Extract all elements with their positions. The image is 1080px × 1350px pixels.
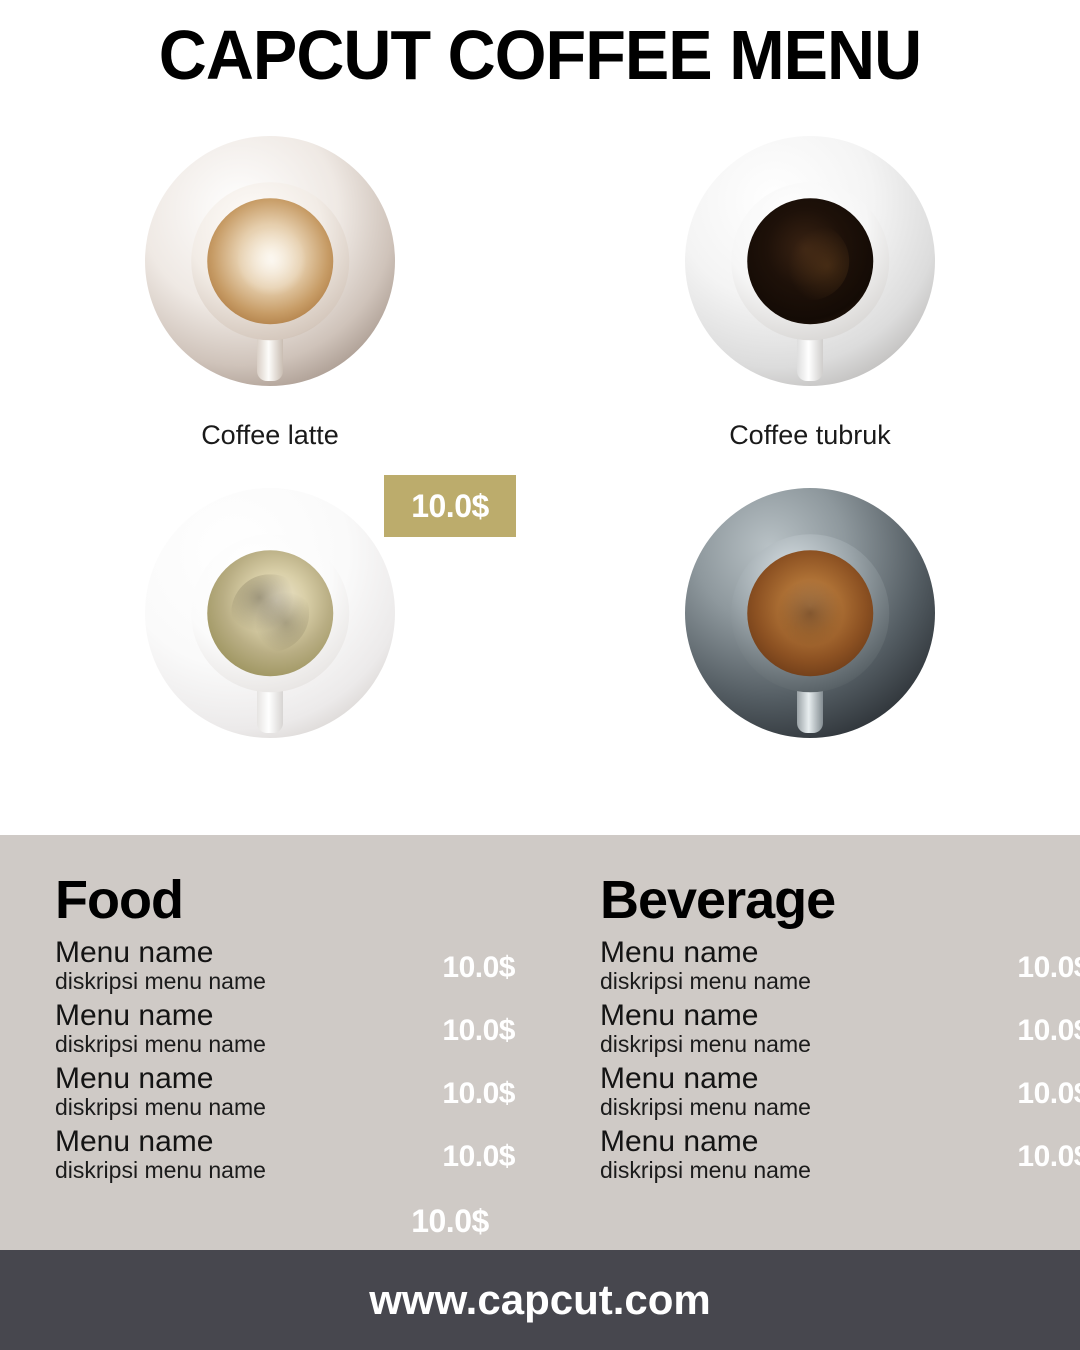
menu-item-description: diskripsi menu name	[600, 1157, 811, 1184]
coffee-cup-black-icon	[685, 136, 935, 386]
coffee-card-machiato[interactable]: Coffee machiato 10.0$	[0, 482, 540, 1252]
menu-item-name: Menu name	[55, 1062, 214, 1095]
menu-item-name: Menu name	[55, 936, 214, 969]
menu-row[interactable]: Menu name diskripsi menu name 10.0$	[55, 999, 555, 1063]
coffee-grid: Coffee latte 10.0$ Coffee tubruk 10.0$	[0, 130, 1080, 1252]
menu-item-description: diskripsi menu name	[55, 1157, 266, 1184]
price-badge: 10.0$	[384, 475, 516, 537]
cup-handle-shape	[257, 337, 283, 381]
coffee-name-label: Coffee latte	[201, 420, 339, 450]
coffee-liquid-shape	[747, 198, 873, 324]
menu-text: Menu name diskripsi menu name	[55, 1062, 266, 1121]
footer-bar: www.capcut.com	[0, 1250, 1080, 1350]
coffee-cup-latte-icon	[145, 136, 395, 386]
crema-highlight-shape	[770, 221, 850, 301]
menu-item-description: diskripsi menu name	[600, 968, 811, 995]
menu-item-price: 10.0$	[442, 1077, 515, 1110]
menu-text: Menu name diskripsi menu name	[600, 1125, 811, 1184]
menu-row[interactable]: Menu name diskripsi menu name 10.0$	[600, 936, 1080, 1000]
menu-item-price: 10.0$	[442, 951, 515, 984]
menu-text: Menu name diskripsi menu name	[600, 1062, 811, 1121]
menu-column-food: Food Menu name diskripsi menu name 10.0$…	[55, 835, 555, 1189]
menu-row[interactable]: Menu name diskripsi menu name 10.0$	[55, 1062, 555, 1126]
menu-row[interactable]: Menu name diskripsi menu name 10.0$	[600, 1062, 1080, 1126]
menu-item-name: Menu name	[600, 936, 759, 969]
menu-text: Menu name diskripsi menu name	[55, 999, 266, 1058]
menu-text: Menu name diskripsi menu name	[600, 999, 811, 1058]
menu-item-price: 10.0$	[442, 1140, 515, 1173]
section-title-food: Food	[55, 870, 184, 930]
crema-speckle-shape	[230, 573, 310, 653]
cup-handle-shape	[257, 689, 283, 733]
menu-item-description: diskripsi menu name	[55, 1094, 266, 1121]
coffee-card-latte[interactable]: Coffee latte 10.0$	[0, 130, 540, 537]
menu-item-name: Menu name	[600, 1062, 759, 1095]
cup-shape	[731, 534, 889, 692]
menu-text: Menu name diskripsi menu name	[55, 1125, 266, 1184]
menu-item-name: Menu name	[55, 1125, 214, 1158]
menu-item-description: diskripsi menu name	[600, 1094, 811, 1121]
menu-item-description: diskripsi menu name	[55, 968, 266, 995]
menu-row[interactable]: Menu name diskripsi menu name 10.0$	[55, 1125, 555, 1189]
coffee-name-label: Coffee tubruk	[729, 420, 891, 450]
coffee-cup-machiato-icon	[145, 488, 395, 738]
price-label: 10.0$	[411, 1202, 489, 1239]
page-title: CAPCUT COFFEE MENU	[158, 16, 922, 94]
menu-list-food: Menu name diskripsi menu name 10.0$ Menu…	[55, 936, 555, 1189]
latte-art-shape	[770, 573, 850, 653]
menu-item-price: 10.0$	[1017, 1140, 1080, 1173]
menu-item-name: Menu name	[600, 1125, 759, 1158]
menu-item-description: diskripsi menu name	[55, 1031, 266, 1058]
section-title-beverage: Beverage	[600, 870, 836, 930]
coffee-card-tubruk[interactable]: Coffee tubruk 10.0$	[540, 130, 1080, 482]
coffee-liquid-shape	[747, 550, 873, 676]
menu-item-price: 10.0$	[442, 1014, 515, 1047]
coffee-cup-coklat-icon	[685, 488, 935, 738]
website-link[interactable]: www.capcut.com	[369, 1276, 711, 1323]
menu-column-beverage: Beverage Menu name diskripsi menu name 1…	[600, 835, 1080, 1189]
cup-shape	[731, 182, 889, 340]
menu-text: Menu name diskripsi menu name	[600, 936, 811, 995]
coffee-card-coklat[interactable]: Coffee coklat 10.0$	[540, 482, 1080, 1160]
menu-item-name: Menu name	[55, 999, 214, 1032]
cup-shape	[191, 182, 349, 340]
menu-row[interactable]: Menu name diskripsi menu name 10.0$	[600, 999, 1080, 1063]
menu-row[interactable]: Menu name diskripsi menu name 10.0$	[55, 936, 555, 1000]
latte-art-shape	[230, 221, 310, 301]
menu-item-description: diskripsi menu name	[600, 1031, 811, 1058]
menu-item-price: 10.0$	[1017, 1077, 1080, 1110]
menu-panel: Food Menu name diskripsi menu name 10.0$…	[0, 835, 1080, 1250]
menu-text: Menu name diskripsi menu name	[55, 936, 266, 995]
menu-row[interactable]: Menu name diskripsi menu name 10.0$	[600, 1125, 1080, 1189]
menu-item-price: 10.0$	[1017, 951, 1080, 984]
menu-item-price: 10.0$	[1017, 1014, 1080, 1047]
menu-list-beverage: Menu name diskripsi menu name 10.0$ Menu…	[600, 936, 1080, 1189]
coffee-liquid-shape	[207, 198, 333, 324]
price-badge-bubble-shape	[384, 475, 516, 537]
cup-handle-shape	[797, 689, 823, 733]
cup-handle-shape	[797, 337, 823, 381]
cup-shape	[191, 534, 349, 692]
price-label: 10.0$	[411, 487, 489, 524]
coffee-liquid-shape	[207, 550, 333, 676]
menu-item-name: Menu name	[600, 999, 759, 1032]
